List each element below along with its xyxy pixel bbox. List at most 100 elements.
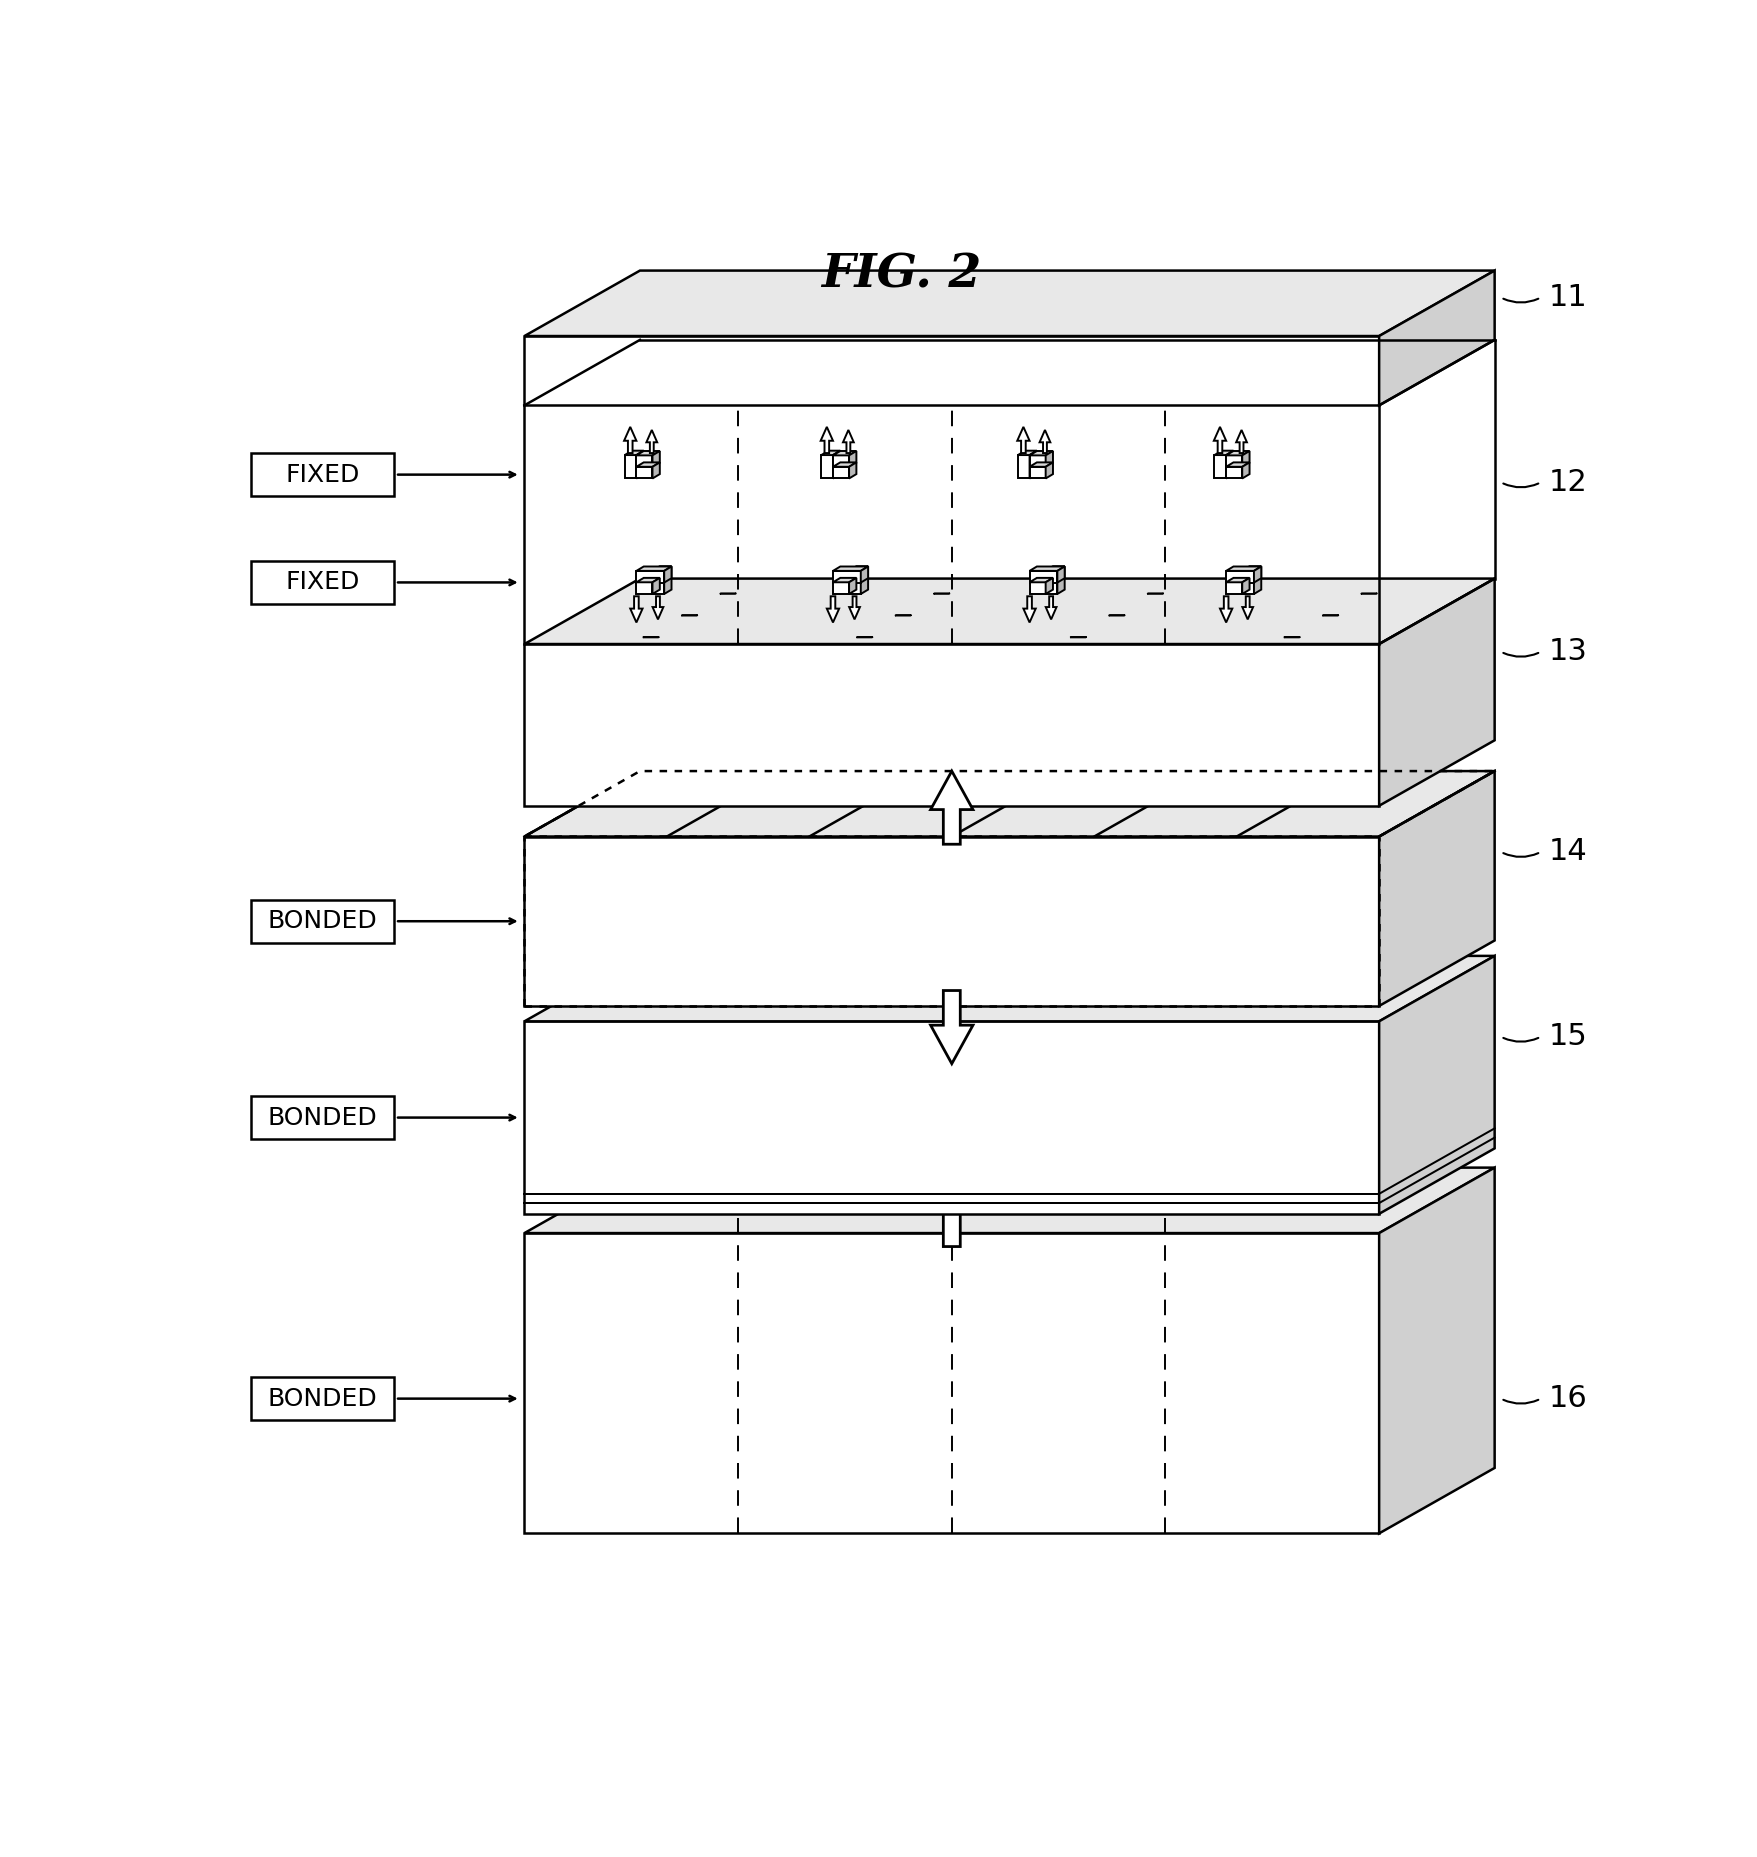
Polygon shape — [1253, 566, 1260, 594]
Bar — [251, 453, 394, 496]
Polygon shape — [849, 462, 856, 479]
Polygon shape — [1225, 451, 1249, 455]
Polygon shape — [1235, 431, 1246, 453]
Polygon shape — [524, 271, 1493, 336]
Polygon shape — [647, 431, 657, 453]
Polygon shape — [1045, 566, 1065, 570]
Polygon shape — [929, 990, 972, 1064]
Polygon shape — [631, 596, 643, 622]
Polygon shape — [1225, 566, 1260, 570]
Polygon shape — [1030, 566, 1065, 570]
Polygon shape — [1242, 596, 1253, 620]
Polygon shape — [524, 1021, 1377, 1214]
Polygon shape — [849, 570, 861, 594]
Polygon shape — [1030, 455, 1045, 468]
Polygon shape — [849, 451, 856, 468]
Polygon shape — [636, 583, 652, 594]
Text: FIXED: FIXED — [285, 570, 358, 594]
Polygon shape — [652, 566, 671, 570]
Polygon shape — [1219, 596, 1232, 622]
Polygon shape — [833, 566, 868, 570]
Polygon shape — [1030, 466, 1045, 479]
Text: BONDED: BONDED — [267, 1105, 378, 1129]
Polygon shape — [1030, 570, 1056, 583]
Text: 16: 16 — [1548, 1383, 1587, 1413]
Bar — [251, 899, 394, 943]
Text: FIG. 2: FIG. 2 — [821, 251, 980, 297]
Polygon shape — [1038, 431, 1049, 453]
Polygon shape — [821, 427, 833, 453]
Polygon shape — [1017, 427, 1030, 453]
Polygon shape — [861, 566, 868, 583]
Polygon shape — [1030, 583, 1045, 594]
Polygon shape — [624, 451, 643, 455]
Polygon shape — [1242, 451, 1249, 468]
Polygon shape — [1056, 566, 1065, 583]
Bar — [251, 1096, 394, 1138]
Polygon shape — [1225, 462, 1249, 466]
Polygon shape — [1030, 451, 1052, 455]
Polygon shape — [1242, 578, 1249, 594]
Polygon shape — [1017, 455, 1030, 479]
Polygon shape — [833, 462, 856, 466]
Polygon shape — [849, 566, 868, 570]
Polygon shape — [1377, 1168, 1493, 1534]
Polygon shape — [833, 466, 849, 479]
Polygon shape — [821, 455, 833, 479]
Polygon shape — [636, 566, 671, 570]
Polygon shape — [524, 336, 1377, 405]
Polygon shape — [636, 578, 659, 583]
Polygon shape — [1030, 462, 1052, 466]
Polygon shape — [1214, 451, 1233, 455]
Polygon shape — [1045, 570, 1056, 594]
Polygon shape — [1056, 566, 1065, 594]
Polygon shape — [1242, 570, 1253, 594]
Polygon shape — [1225, 583, 1242, 594]
Polygon shape — [1023, 596, 1035, 622]
Bar — [251, 1378, 394, 1421]
Polygon shape — [1030, 451, 1037, 479]
Polygon shape — [524, 1233, 1377, 1534]
Text: FIXED: FIXED — [285, 462, 358, 487]
Text: 13: 13 — [1548, 637, 1587, 667]
Polygon shape — [636, 451, 659, 455]
Polygon shape — [652, 462, 659, 479]
Polygon shape — [524, 644, 1377, 806]
Polygon shape — [833, 578, 856, 583]
Polygon shape — [1242, 566, 1260, 570]
Polygon shape — [849, 596, 859, 620]
Polygon shape — [929, 1174, 972, 1246]
Polygon shape — [652, 596, 662, 620]
Text: BONDED: BONDED — [267, 910, 378, 934]
Text: BONDED: BONDED — [267, 1387, 378, 1411]
Polygon shape — [1017, 451, 1037, 455]
Polygon shape — [664, 566, 671, 594]
Polygon shape — [624, 455, 636, 479]
Polygon shape — [1030, 578, 1052, 583]
Polygon shape — [652, 570, 664, 594]
Polygon shape — [652, 451, 659, 468]
Polygon shape — [1377, 579, 1493, 806]
Polygon shape — [636, 570, 664, 583]
Polygon shape — [636, 462, 659, 466]
Polygon shape — [833, 583, 849, 594]
Polygon shape — [1045, 451, 1052, 468]
Polygon shape — [929, 771, 972, 845]
Polygon shape — [1214, 455, 1225, 479]
Bar — [251, 561, 394, 604]
Polygon shape — [821, 451, 840, 455]
Polygon shape — [1212, 427, 1225, 453]
Polygon shape — [624, 427, 636, 453]
Polygon shape — [636, 451, 643, 479]
Text: 11: 11 — [1548, 282, 1587, 312]
Polygon shape — [849, 578, 856, 594]
Polygon shape — [1377, 956, 1493, 1214]
Polygon shape — [1225, 455, 1242, 468]
Polygon shape — [524, 579, 1493, 644]
Polygon shape — [664, 566, 671, 583]
Polygon shape — [1045, 596, 1056, 620]
Polygon shape — [861, 566, 868, 594]
Polygon shape — [843, 431, 854, 453]
Polygon shape — [833, 451, 840, 479]
Polygon shape — [1225, 578, 1249, 583]
